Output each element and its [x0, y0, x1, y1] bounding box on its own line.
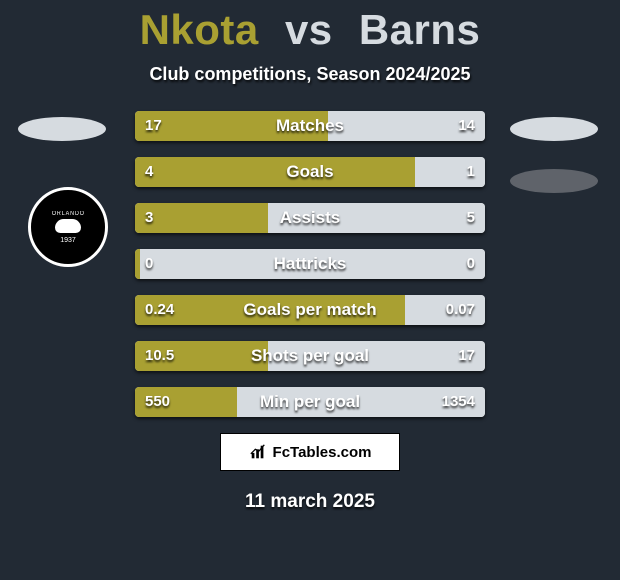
stat-row: Assists35 — [135, 203, 485, 233]
stat-bar-left — [135, 295, 405, 325]
right-club-shape-lower-icon — [510, 169, 598, 193]
stat-row: Min per goal5501354 — [135, 387, 485, 417]
stat-value-left: 550 — [145, 387, 170, 417]
left-club-logo: ORLANDO 1937 — [28, 187, 108, 267]
stat-value-left: 4 — [145, 157, 153, 187]
right-club-shape-icon — [510, 117, 598, 141]
stat-value-right: 1354 — [442, 387, 475, 417]
stat-value-left: 0 — [145, 249, 153, 279]
stat-value-right: 17 — [458, 341, 475, 371]
stats-bars: Matches1714Goals41Assists35Hattricks00Go… — [135, 111, 485, 417]
stat-row: Goals41 — [135, 157, 485, 187]
badge-year: 1937 — [60, 237, 76, 244]
subtitle: Club competitions, Season 2024/2025 — [0, 64, 620, 85]
stat-value-left: 3 — [145, 203, 153, 233]
content-area: ORLANDO 1937 Matches1714Goals41Assists35… — [0, 111, 620, 513]
brand-text: FcTables.com — [273, 444, 372, 461]
stat-row: Shots per goal10.517 — [135, 341, 485, 371]
page-title: Nkota vs Barns — [0, 0, 620, 54]
stat-value-right: 14 — [458, 111, 475, 141]
title-player2: Barns — [359, 6, 481, 53]
brand-chart-icon — [249, 443, 267, 461]
badge-top-text: ORLANDO — [51, 211, 84, 217]
stat-value-right: 0.07 — [446, 295, 475, 325]
stat-row: Matches1714 — [135, 111, 485, 141]
stat-value-left: 0.24 — [145, 295, 174, 325]
stat-bar-left — [135, 111, 328, 141]
stat-bar-right — [268, 203, 485, 233]
stat-row: Hattricks00 — [135, 249, 485, 279]
footer-date: 11 march 2025 — [0, 491, 620, 513]
title-vs: vs — [285, 6, 333, 53]
club-badge-icon: ORLANDO 1937 — [28, 187, 108, 267]
stat-value-right: 1 — [467, 157, 475, 187]
brand-badge: FcTables.com — [220, 433, 400, 471]
stat-bar-left — [135, 203, 268, 233]
stat-bar-right — [268, 341, 485, 371]
skull-crossbones-icon — [55, 219, 81, 235]
stat-value-left: 10.5 — [145, 341, 174, 371]
stat-value-right: 5 — [467, 203, 475, 233]
stat-row: Goals per match0.240.07 — [135, 295, 485, 325]
stat-bar-right — [140, 249, 485, 279]
title-player1: Nkota — [140, 6, 259, 53]
left-club-shape-icon — [18, 117, 106, 141]
stat-value-left: 17 — [145, 111, 162, 141]
stat-value-right: 0 — [467, 249, 475, 279]
stat-bar-left — [135, 157, 415, 187]
